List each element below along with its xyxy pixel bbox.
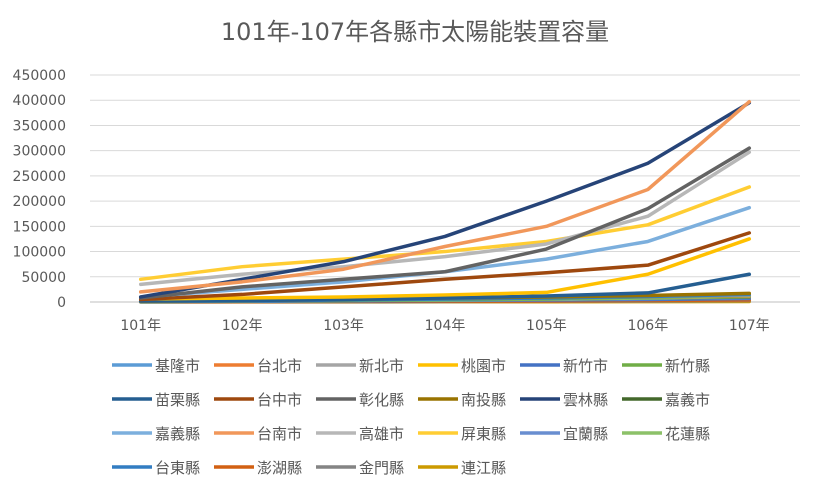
x-tick-label: 104年 <box>425 318 466 334</box>
legend-label: 新北市 <box>359 357 404 375</box>
legend-item: 台北市 <box>214 357 302 375</box>
legend-item: 高雄市 <box>316 425 404 443</box>
y-tick-label: 250000 <box>13 169 66 185</box>
legend: 基隆市台北市新北市桃園市新竹市新竹縣苗栗縣台中市彰化縣南投縣雲林縣嘉義市嘉義縣台… <box>112 357 710 477</box>
legend-label: 宜蘭縣 <box>563 425 608 443</box>
legend-label: 新竹縣 <box>665 357 710 375</box>
legend-label: 台北市 <box>257 357 302 375</box>
legend-item: 宜蘭縣 <box>520 425 608 443</box>
legend-item: 金門縣 <box>316 459 404 477</box>
legend-label: 嘉義縣 <box>155 425 200 443</box>
x-tick-label: 102年 <box>222 318 263 334</box>
legend-item: 台東縣 <box>112 459 200 477</box>
legend-label: 花蓮縣 <box>665 425 710 443</box>
legend-label: 屏東縣 <box>461 425 506 443</box>
y-tick-label: 150000 <box>13 219 66 235</box>
legend-label: 基隆市 <box>155 357 200 375</box>
y-axis-tick-labels: 0 50000 100000 150000 200000 250000 300000 3500… <box>13 68 66 311</box>
legend-item: 連江縣 <box>418 459 506 477</box>
legend-label: 苗栗縣 <box>155 391 200 409</box>
legend-label: 澎湖縣 <box>257 459 302 477</box>
legend-label: 新竹市 <box>563 357 608 375</box>
x-tick-label: 105年 <box>526 318 567 334</box>
y-tick-label: 300000 <box>13 144 66 160</box>
y-tick-label: 400000 <box>13 93 66 109</box>
x-axis-tick-labels: 101年 102年 103年 104年 105年 106年 107年 <box>120 318 769 334</box>
legend-item: 苗栗縣 <box>112 391 200 409</box>
series-line-14 <box>141 152 750 284</box>
y-tick-label: 350000 <box>13 118 66 134</box>
legend-item: 基隆市 <box>112 357 200 375</box>
legend-label: 高雄市 <box>359 425 404 443</box>
legend-item: 嘉義縣 <box>112 425 200 443</box>
x-tick-label: 103年 <box>323 318 364 334</box>
legend-item: 台中市 <box>214 391 302 409</box>
y-tick-label: 100000 <box>13 245 66 261</box>
x-tick-label: 107年 <box>729 318 770 334</box>
chart-title: 101年-107年各縣市太陽能裝置容量 <box>221 18 609 46</box>
y-tick-label: 0 <box>57 295 66 311</box>
legend-item: 澎湖縣 <box>214 459 302 477</box>
x-tick-label: 106年 <box>627 318 668 334</box>
legend-item: 桃園市 <box>418 357 506 375</box>
legend-item: 嘉義市 <box>622 391 710 409</box>
legend-item: 屏東縣 <box>418 425 506 443</box>
y-tick-label: 200000 <box>13 194 66 210</box>
legend-label: 嘉義市 <box>665 391 710 409</box>
x-tick-label: 101年 <box>120 318 161 334</box>
legend-label: 連江縣 <box>461 459 506 477</box>
legend-label: 台中市 <box>257 391 302 409</box>
legend-label: 桃園市 <box>461 357 506 375</box>
legend-item: 花蓮縣 <box>622 425 710 443</box>
legend-item: 雲林縣 <box>520 391 608 409</box>
y-tick-label: 450000 <box>13 68 66 84</box>
legend-label: 金門縣 <box>359 459 404 477</box>
legend-item: 台南市 <box>214 425 302 443</box>
legend-item: 南投縣 <box>418 391 506 409</box>
legend-label: 台南市 <box>257 425 302 443</box>
series-lines <box>141 102 750 302</box>
legend-label: 彰化縣 <box>359 391 404 409</box>
legend-item: 新北市 <box>316 357 404 375</box>
legend-label: 南投縣 <box>461 391 506 409</box>
legend-label: 雲林縣 <box>563 391 608 409</box>
legend-label: 台東縣 <box>155 459 200 477</box>
y-tick-label: 50000 <box>21 270 66 286</box>
legend-item: 新竹市 <box>520 357 608 375</box>
legend-item: 彰化縣 <box>316 391 404 409</box>
legend-item: 新竹縣 <box>622 357 710 375</box>
